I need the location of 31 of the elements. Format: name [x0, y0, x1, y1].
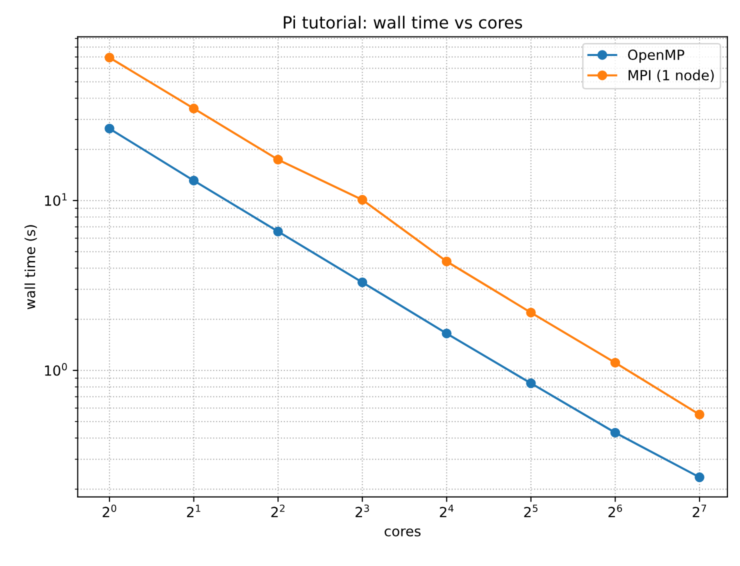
point [526, 378, 536, 388]
x-axis-title: cores [384, 528, 421, 536]
point [104, 124, 114, 134]
x-tick-label: 2$^{5}$ [524, 504, 538, 518]
point [273, 226, 283, 236]
x-tick-label: 2$^{4}$ [440, 504, 454, 518]
point [104, 52, 114, 62]
point [273, 154, 283, 165]
legend-label: OpenMP [628, 50, 684, 63]
point [442, 328, 452, 338]
point [442, 256, 452, 266]
x-tick-label: 2$^{0}$ [102, 504, 116, 518]
point [358, 194, 368, 205]
x-tick-label: 2$^{2}$ [271, 504, 284, 518]
point [694, 472, 704, 482]
chart-title: Pi tutorial: wall time vs cores [284, 16, 522, 29]
point [694, 410, 704, 420]
legend-label: MPI (1 node) [628, 70, 714, 82]
point [526, 308, 536, 318]
y-axis-title: wall time (s) [24, 225, 37, 310]
point [610, 428, 620, 438]
point [188, 176, 199, 186]
x-tick-label: 2$^{3}$ [356, 504, 369, 518]
x-tick-label: 2$^{6}$ [608, 504, 622, 518]
x-tick-label: 2$^{7}$ [692, 504, 706, 518]
y-tick-label: 10$^{1}$ [45, 193, 67, 206]
y-tick-label: 10$^{0}$ [45, 363, 67, 376]
x-tick-label: 2$^{1}$ [187, 504, 200, 518]
point [358, 277, 368, 288]
point [188, 104, 199, 114]
point [610, 358, 620, 368]
